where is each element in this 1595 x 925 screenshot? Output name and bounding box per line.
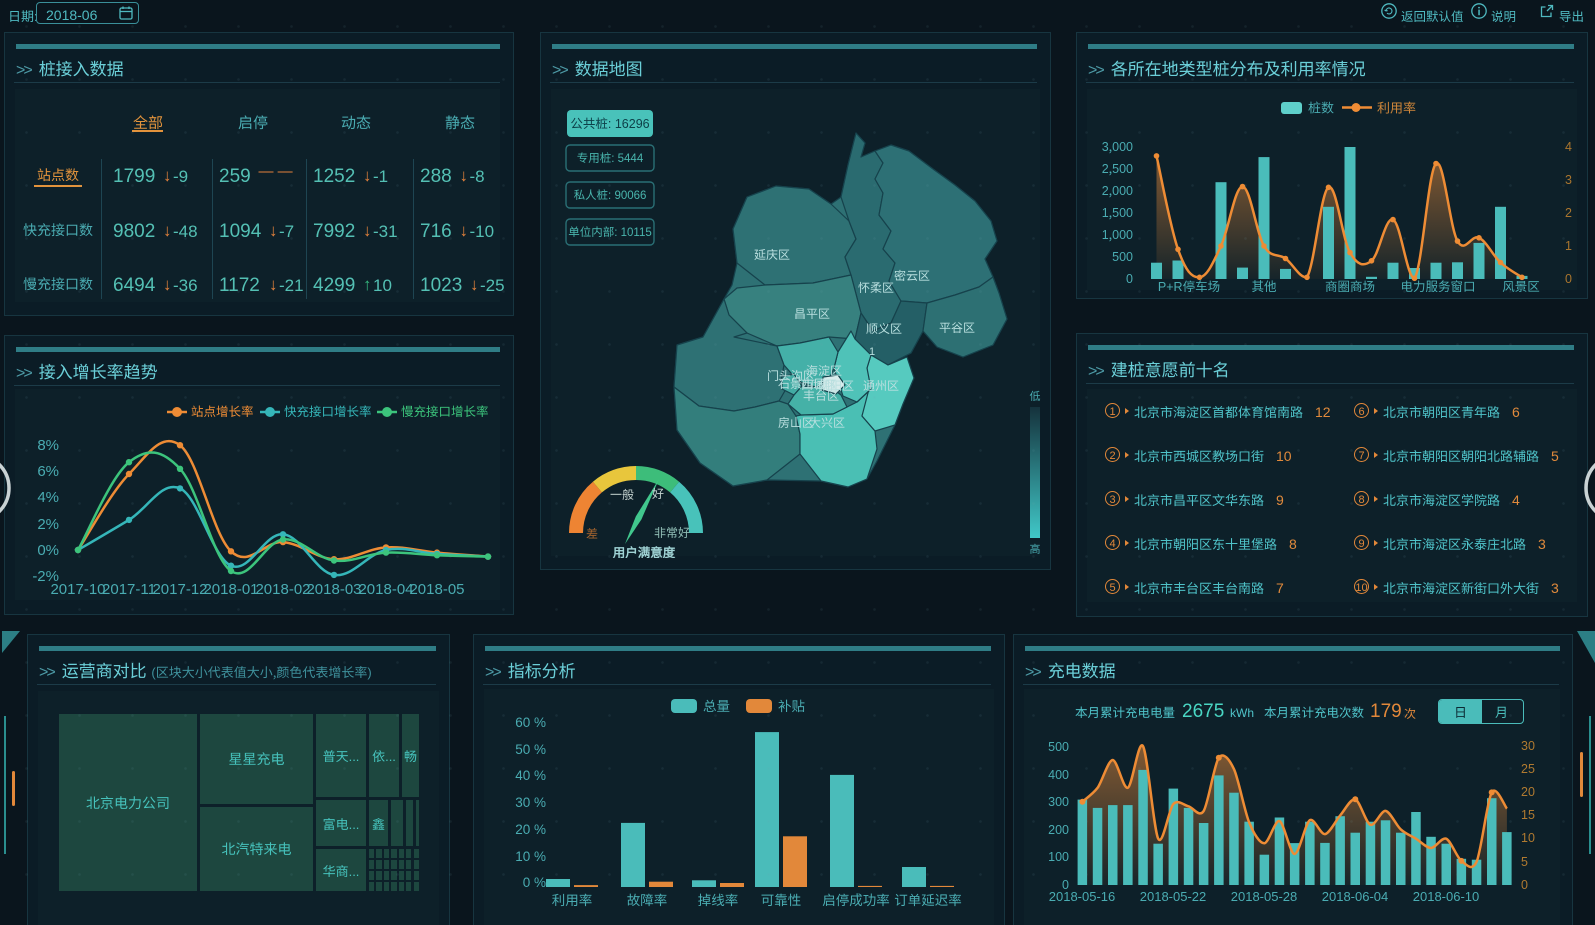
svg-text:2018-02: 2018-02 xyxy=(255,578,310,599)
svg-text:2018-03: 2018-03 xyxy=(306,578,361,599)
svg-text:15: 15 xyxy=(1521,804,1535,823)
svg-text:丰台区: 丰台区 xyxy=(803,387,839,404)
svg-text:P+R停车场: P+R停车场 xyxy=(1158,276,1220,292)
svg-text:6%: 6% xyxy=(37,460,59,481)
svg-text:延庆区: 延庆区 xyxy=(754,246,790,263)
svg-text:低: 低 xyxy=(1030,388,1041,404)
svg-text:2018-05-28: 2018-05-28 xyxy=(1231,886,1298,905)
svg-text:200: 200 xyxy=(1048,819,1069,838)
svg-text:补贴: 补贴 xyxy=(778,695,805,715)
svg-text:300: 300 xyxy=(1048,791,1069,810)
svg-text:可靠性: 可靠性 xyxy=(761,889,802,909)
svg-text:2017-10: 2017-10 xyxy=(50,578,105,599)
svg-text:差: 差 xyxy=(586,525,598,542)
svg-text:30 %: 30 % xyxy=(515,791,546,811)
svg-text:3,000: 3,000 xyxy=(1102,136,1133,155)
svg-text:平谷区: 平谷区 xyxy=(939,319,975,336)
svg-text:2: 2 xyxy=(1565,202,1572,221)
svg-text:20 %: 20 % xyxy=(515,818,546,838)
svg-text:商圈商场: 商圈商场 xyxy=(1325,276,1375,292)
svg-text:40 %: 40 % xyxy=(515,764,546,784)
svg-text:25: 25 xyxy=(1521,758,1535,777)
svg-text:30: 30 xyxy=(1521,735,1535,754)
svg-text:利用率: 利用率 xyxy=(1377,98,1416,117)
svg-text:石景山区: 石景山区 xyxy=(778,375,826,392)
svg-text:慢充接口增长率: 慢充接口增长率 xyxy=(401,401,489,420)
svg-text:门头沟区: 门头沟区 xyxy=(767,367,815,384)
svg-text:2,500: 2,500 xyxy=(1102,158,1133,177)
svg-text:怀柔区: 怀柔区 xyxy=(858,279,894,296)
svg-text:60 %: 60 % xyxy=(515,711,546,731)
svg-text:一般: 一般 xyxy=(610,486,634,503)
svg-text:高: 高 xyxy=(1030,541,1041,557)
svg-text:用户满意度: 用户满意度 xyxy=(612,542,676,558)
svg-text:5: 5 xyxy=(1521,851,1528,870)
svg-text:2017-11: 2017-11 xyxy=(102,578,156,599)
svg-text:0 %: 0 % xyxy=(523,871,546,891)
svg-text:0: 0 xyxy=(1565,268,1572,287)
svg-text:0%: 0% xyxy=(37,539,59,560)
svg-text:1: 1 xyxy=(869,343,875,359)
svg-text:其他: 其他 xyxy=(1251,276,1277,292)
svg-text:电力服务窗口: 电力服务窗口 xyxy=(1400,276,1475,292)
svg-text:密云区: 密云区 xyxy=(894,267,930,284)
svg-text:2017-12: 2017-12 xyxy=(152,578,207,599)
svg-text:50 %: 50 % xyxy=(515,738,546,758)
svg-text:启停成功率: 启停成功率 xyxy=(822,889,890,909)
svg-text:-2%: -2% xyxy=(32,565,59,586)
svg-text:房山区: 房山区 xyxy=(778,414,814,431)
svg-text:2018-05: 2018-05 xyxy=(409,578,464,599)
svg-text:利用率: 利用率 xyxy=(552,889,593,909)
svg-text:10: 10 xyxy=(1521,827,1535,846)
svg-text:2018-04: 2018-04 xyxy=(358,578,413,599)
svg-text:100: 100 xyxy=(1048,846,1069,865)
svg-text:2018-01: 2018-01 xyxy=(203,578,258,599)
svg-text:快充接口增长率: 快充接口增长率 xyxy=(284,401,372,420)
svg-text:海淀区: 海淀区 xyxy=(806,362,842,379)
svg-text:2018-06-10: 2018-06-10 xyxy=(1413,886,1480,905)
svg-text:顺义区: 顺义区 xyxy=(866,320,902,337)
svg-text:好: 好 xyxy=(652,485,664,502)
svg-text:桩数: 桩数 xyxy=(1308,98,1334,117)
svg-text:400: 400 xyxy=(1048,764,1069,783)
svg-text:3: 3 xyxy=(1565,169,1572,188)
svg-text:2018-06-04: 2018-06-04 xyxy=(1322,886,1389,905)
svg-text:2018-05-22: 2018-05-22 xyxy=(1140,886,1207,905)
svg-text:1,500: 1,500 xyxy=(1102,202,1133,221)
svg-text:总量: 总量 xyxy=(703,695,730,715)
svg-text:专用桩: 5444: 专用桩: 5444 xyxy=(577,150,644,166)
svg-text:20: 20 xyxy=(1521,781,1535,800)
svg-text:非常好: 非常好 xyxy=(654,524,690,541)
svg-text:朝阳区: 朝阳区 xyxy=(818,377,854,394)
svg-text:故障率: 故障率 xyxy=(627,889,668,909)
svg-text:4%: 4% xyxy=(37,486,59,507)
svg-text:4: 4 xyxy=(1565,136,1572,155)
svg-text:0: 0 xyxy=(1521,874,1528,893)
svg-text:私人桩: 90066: 私人桩: 90066 xyxy=(574,187,647,203)
svg-text:8%: 8% xyxy=(37,434,59,455)
svg-text:1: 1 xyxy=(1565,235,1572,254)
svg-text:2018-05-16: 2018-05-16 xyxy=(1049,886,1116,905)
svg-text:10 %: 10 % xyxy=(515,845,546,865)
svg-text:订单延迟率: 订单延迟率 xyxy=(894,889,962,909)
svg-text:单位内部: 10115: 单位内部: 10115 xyxy=(568,224,652,240)
svg-text:站点增长率: 站点增长率 xyxy=(191,401,254,420)
svg-text:2,000: 2,000 xyxy=(1102,180,1133,199)
svg-text:公共桩: 16296: 公共桩: 16296 xyxy=(570,113,649,132)
svg-text:500: 500 xyxy=(1048,736,1069,755)
svg-text:0: 0 xyxy=(1126,268,1133,287)
svg-text:风景区: 风景区 xyxy=(1502,276,1540,292)
svg-text:掉线率: 掉线率 xyxy=(698,889,739,909)
svg-text:西城区: 西城区 xyxy=(801,376,837,393)
svg-text:2%: 2% xyxy=(37,513,59,534)
svg-text:通州区: 通州区 xyxy=(863,377,899,394)
svg-text:大兴区: 大兴区 xyxy=(809,414,845,431)
svg-text:0: 0 xyxy=(1062,874,1069,893)
svg-text:昌平区: 昌平区 xyxy=(794,305,830,322)
svg-text:1,000: 1,000 xyxy=(1102,224,1133,243)
svg-text:500: 500 xyxy=(1112,246,1133,265)
